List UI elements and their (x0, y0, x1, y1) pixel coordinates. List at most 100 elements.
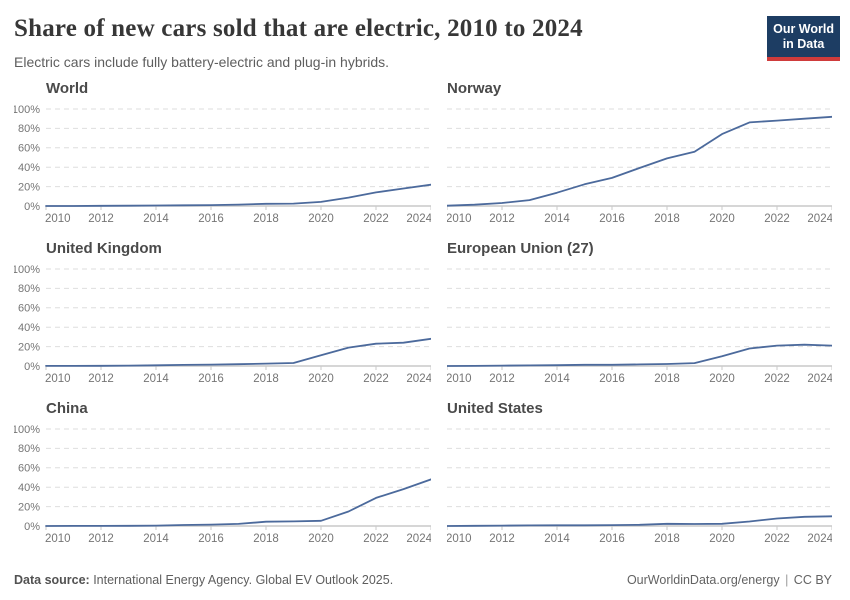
svg-text:2022: 2022 (764, 533, 790, 545)
svg-text:2018: 2018 (253, 533, 279, 545)
svg-text:2020: 2020 (709, 373, 735, 385)
chart-title: Norway (447, 80, 502, 98)
svg-text:2014: 2014 (544, 373, 570, 385)
svg-text:2024: 2024 (807, 213, 832, 225)
svg-text:2022: 2022 (363, 533, 389, 545)
data-source-text: International Energy Agency. Global EV O… (89, 573, 394, 587)
footer: Data source: International Energy Agency… (0, 573, 850, 600)
svg-text:80%: 80% (18, 123, 40, 135)
svg-text:2012: 2012 (489, 213, 515, 225)
svg-text:20%: 20% (18, 182, 40, 194)
svg-text:0%: 0% (24, 521, 40, 533)
svg-text:60%: 60% (18, 143, 40, 155)
svg-text:60%: 60% (18, 463, 40, 475)
svg-text:2016: 2016 (198, 533, 224, 545)
line-chart: 0% 20% 40% 60% 80% 100% 2010 2012 2014 2016 2018 20… (14, 101, 431, 230)
svg-text:2016: 2016 (198, 213, 224, 225)
svg-text:2020: 2020 (709, 213, 735, 225)
line-chart: 2010 2012 2014 2016 2018 2020 2022 2024 (447, 101, 832, 230)
svg-text:2010: 2010 (45, 213, 71, 225)
data-source-label: Data source: (14, 573, 90, 587)
svg-text:40%: 40% (18, 162, 40, 174)
svg-text:2024: 2024 (807, 373, 832, 385)
svg-text:2010: 2010 (45, 373, 71, 385)
svg-text:2014: 2014 (544, 213, 570, 225)
chart-panel-european-union: European Union (27) 2010 2012 2014 2016 2018… (447, 239, 832, 390)
svg-text:20%: 20% (18, 502, 40, 514)
svg-text:2022: 2022 (764, 373, 790, 385)
line-chart: 2010 2012 2014 2016 2018 2020 2022 2024 (447, 421, 832, 550)
svg-text:2018: 2018 (654, 373, 680, 385)
svg-text:2016: 2016 (599, 373, 625, 385)
svg-text:2016: 2016 (599, 213, 625, 225)
page-title: Share of new cars sold that are electric… (14, 15, 583, 42)
svg-text:2024: 2024 (406, 213, 431, 225)
svg-text:2012: 2012 (88, 213, 114, 225)
chart-panel-norway: Norway 2010 2012 2014 2016 2018 2020 2022 2024 (447, 79, 832, 230)
svg-text:0%: 0% (24, 361, 40, 373)
svg-text:2022: 2022 (363, 213, 389, 225)
svg-text:100%: 100% (14, 264, 40, 276)
svg-text:2024: 2024 (807, 533, 832, 545)
svg-text:2022: 2022 (764, 213, 790, 225)
chart-panel-united-kingdom: United Kingdom 0% 20% 40% 60% 80% 100% 2010 201… (14, 239, 431, 390)
svg-text:60%: 60% (18, 303, 40, 315)
svg-text:100%: 100% (14, 424, 40, 436)
svg-text:2014: 2014 (143, 373, 169, 385)
svg-text:0%: 0% (24, 201, 40, 213)
svg-text:2018: 2018 (654, 213, 680, 225)
svg-text:2010: 2010 (447, 533, 472, 545)
chart-panel-united-states: United States 2010 2012 2014 2016 2018 2020 20… (447, 399, 832, 550)
footer-separator: | (785, 573, 789, 587)
svg-text:80%: 80% (18, 443, 40, 455)
svg-text:2018: 2018 (253, 373, 279, 385)
chart-title: United Kingdom (46, 240, 162, 258)
title-block: Share of new cars sold that are electric… (14, 14, 583, 70)
svg-text:2012: 2012 (88, 533, 114, 545)
page-subtitle: Electric cars include fully battery-elec… (14, 53, 390, 70)
svg-text:2022: 2022 (363, 373, 389, 385)
svg-text:2014: 2014 (143, 213, 169, 225)
header: Share of new cars sold that are electric… (0, 0, 850, 70)
svg-text:2018: 2018 (253, 213, 279, 225)
svg-text:2018: 2018 (654, 533, 680, 545)
owid-logo-line2: in Data (782, 36, 825, 51)
svg-text:2020: 2020 (709, 533, 735, 545)
chart-panel-china: China 0% 20% 40% 60% 80% 100% 2010 2012 2014 2016… (14, 399, 431, 550)
data-source-note: Data source: International Energy Agency… (14, 573, 393, 587)
line-chart: 2010 2012 2014 2016 2018 2020 2022 2024 (447, 261, 832, 390)
svg-text:2012: 2012 (88, 373, 114, 385)
owid-link[interactable]: OurWorldinData.org/energy (626, 573, 780, 587)
svg-text:2024: 2024 (406, 373, 431, 385)
svg-text:2024: 2024 (406, 533, 431, 545)
footer-attribution: OurWorldinData.org/energy | CC BY (627, 573, 832, 587)
owid-logo-line1: Our World (773, 22, 834, 36)
svg-text:40%: 40% (18, 482, 40, 494)
svg-text:40%: 40% (18, 322, 40, 334)
svg-text:100%: 100% (14, 104, 40, 116)
svg-text:80%: 80% (18, 283, 40, 295)
svg-text:2016: 2016 (599, 533, 625, 545)
svg-text:2020: 2020 (308, 213, 334, 225)
svg-text:2020: 2020 (308, 533, 334, 545)
chart-title: World (46, 80, 89, 98)
owid-logo[interactable]: Our World in Data (767, 16, 840, 61)
chart-panel-world: World 0% 20% 40% 60% 80% 100% 2010 2012 2014 2016… (14, 79, 431, 230)
chart-title: China (46, 400, 88, 418)
small-multiples-grid: World 0% 20% 40% 60% 80% 100% 2010 2012 2014 2016… (0, 79, 850, 550)
chart-title: United States (447, 400, 543, 418)
svg-text:2010: 2010 (447, 213, 472, 225)
svg-text:2014: 2014 (544, 533, 570, 545)
license-label: CC BY (793, 573, 832, 587)
line-chart: 0% 20% 40% 60% 80% 100% 2010 2012 2014 2016 2018 20… (14, 261, 431, 390)
chart-title: European Union (27) (447, 240, 594, 258)
svg-text:2016: 2016 (198, 373, 224, 385)
svg-text:2012: 2012 (489, 533, 515, 545)
svg-text:2010: 2010 (45, 533, 71, 545)
svg-text:2020: 2020 (308, 373, 334, 385)
svg-text:2014: 2014 (143, 533, 169, 545)
svg-text:20%: 20% (18, 342, 40, 354)
svg-text:2010: 2010 (447, 373, 472, 385)
svg-text:2012: 2012 (489, 373, 515, 385)
